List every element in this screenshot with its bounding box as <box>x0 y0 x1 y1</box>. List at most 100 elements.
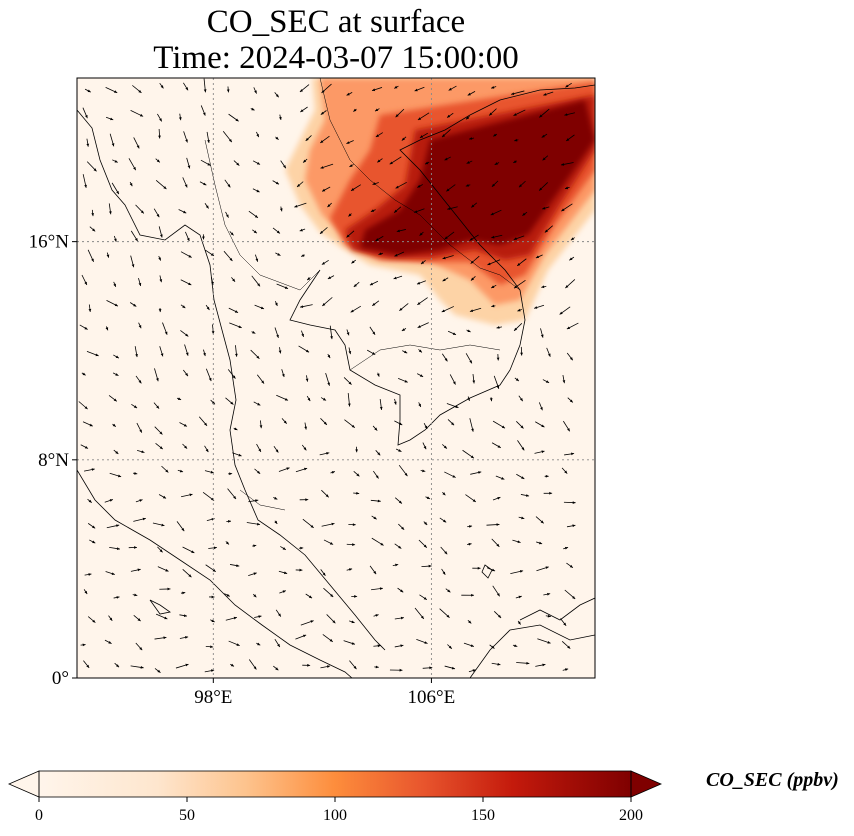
lat-tick-label: 0° <box>52 668 69 689</box>
wind-arrow <box>158 307 162 313</box>
wind-arrow <box>420 260 426 265</box>
wind-arrow <box>253 401 261 406</box>
wind-arrow <box>472 566 481 570</box>
wind-arrow <box>82 421 93 427</box>
wind-arrow <box>469 137 475 140</box>
wind-arrow <box>535 663 546 667</box>
wind-arrow <box>83 660 90 669</box>
wind-arrow <box>294 202 307 208</box>
wind-arrow <box>346 543 356 546</box>
wind-arrow <box>78 401 88 410</box>
wind-arrow <box>205 564 216 573</box>
wind-arrow <box>378 252 384 256</box>
wind-arrow <box>448 85 457 91</box>
wind-arrow <box>82 107 88 119</box>
wind-arrow <box>108 615 113 621</box>
wind-arrow <box>516 258 527 267</box>
wind-arrow <box>278 347 282 354</box>
colorbar-label: CO_SEC (ppbv) <box>706 769 839 791</box>
wind-arrow <box>469 307 482 313</box>
wind-arrow <box>446 184 456 192</box>
wind-arrow <box>133 472 138 475</box>
wind-arrow <box>279 590 286 594</box>
wind-arrow <box>112 372 119 377</box>
wind-arrow <box>199 181 207 186</box>
wind-arrow <box>491 284 497 289</box>
wind-arrow <box>496 354 500 361</box>
wind-arrow <box>467 91 476 96</box>
wind-arrow <box>130 568 141 572</box>
wind-arrow <box>441 129 451 138</box>
wind-arrow <box>417 184 423 188</box>
wind-arrow <box>248 499 259 503</box>
wind-vector-field <box>78 78 579 673</box>
wind-arrow <box>467 542 472 546</box>
wind-arrow <box>492 496 501 501</box>
wind-arrow <box>208 546 217 550</box>
wind-arrow <box>446 112 454 118</box>
wind-arrow <box>492 420 506 429</box>
wind-arrow <box>401 136 407 141</box>
wind-arrow <box>183 131 188 143</box>
wind-arrow <box>465 184 471 187</box>
wind-arrow <box>252 593 257 598</box>
map-subtitle-time: Time: 2024-03-07 15:00:00 <box>153 40 519 76</box>
wind-arrow <box>349 660 357 670</box>
wind-arrow <box>128 158 137 171</box>
wind-arrow <box>206 131 210 144</box>
wind-arrow <box>563 546 569 550</box>
wind-arrow <box>79 324 88 330</box>
wind-arrow <box>235 345 238 357</box>
wind-arrow <box>535 254 543 259</box>
wind-arrow <box>179 614 188 617</box>
wind-arrow <box>566 322 579 330</box>
wind-arrow <box>569 256 575 261</box>
wind-arrow <box>186 157 191 169</box>
wind-arrow <box>298 345 310 353</box>
wind-arrow <box>320 110 327 115</box>
wind-arrow <box>274 327 279 339</box>
wind-arrow <box>233 160 240 166</box>
wind-arrow <box>513 160 517 164</box>
wind-arrow <box>299 228 306 232</box>
wind-arrow <box>369 565 377 575</box>
wind-arrow <box>153 402 160 409</box>
wind-arrow <box>516 661 530 665</box>
wind-arrow <box>81 274 88 286</box>
wind-arrow <box>256 131 260 138</box>
wind-arrow <box>225 541 230 545</box>
wind-arrow <box>321 186 331 192</box>
wind-arrow <box>372 300 380 307</box>
wind-arrow <box>397 378 408 383</box>
wind-arrow <box>373 470 379 479</box>
wind-arrow <box>446 403 459 409</box>
wind-arrow <box>159 346 164 357</box>
wind-arrow <box>302 158 308 163</box>
wind-arrow <box>561 640 571 649</box>
wind-arrow <box>416 280 426 285</box>
wind-arrow <box>157 113 163 122</box>
wind-arrow <box>566 562 574 569</box>
colorbar-tick-label: 50 <box>179 807 195 824</box>
wind-arrow <box>417 373 424 378</box>
wind-arrow <box>136 450 145 454</box>
wind-arrow <box>319 451 330 456</box>
wind-arrow <box>424 161 430 165</box>
wind-arrow <box>559 306 571 315</box>
colorbar-tick-label: 200 <box>619 807 643 824</box>
wind-arrow <box>130 230 139 242</box>
wind-arrow <box>394 420 403 426</box>
wind-arrow <box>155 443 164 450</box>
colorbar-ticks: 0 50 100 150 200 <box>35 797 643 824</box>
wind-arrow <box>353 491 360 495</box>
wind-arrow <box>393 398 397 405</box>
wind-arrow <box>465 353 473 364</box>
wind-arrow <box>251 275 261 287</box>
wind-arrow <box>516 421 524 429</box>
wind-arrow <box>275 136 279 140</box>
wind-arrow <box>135 499 143 503</box>
wind-arrow <box>87 616 96 623</box>
wind-arrow <box>535 421 545 428</box>
wind-arrow <box>441 306 455 313</box>
